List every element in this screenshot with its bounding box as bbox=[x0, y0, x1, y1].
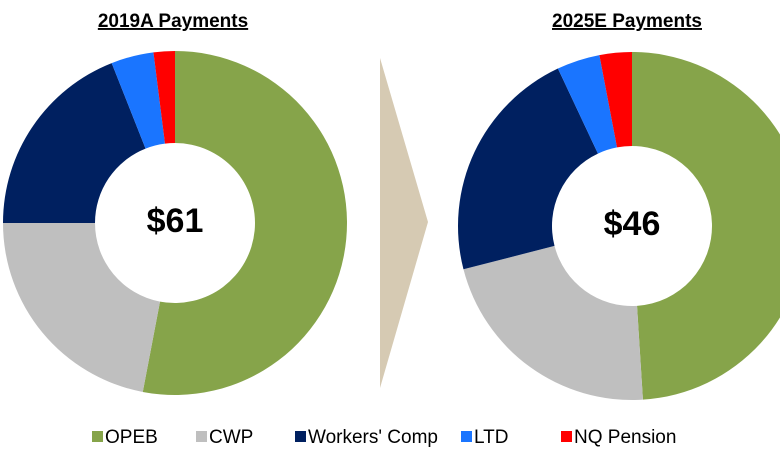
legend-swatch bbox=[461, 431, 472, 442]
donut-slice bbox=[457, 68, 598, 270]
legend-label: Workers' Comp bbox=[308, 427, 438, 448]
donut-slice bbox=[3, 63, 146, 223]
donut-slice bbox=[557, 55, 618, 154]
donut-slice bbox=[3, 223, 161, 392]
legend-swatch bbox=[196, 431, 207, 442]
donut-slice bbox=[142, 51, 348, 395]
donut-slice bbox=[599, 52, 632, 148]
donut-slice bbox=[463, 245, 643, 400]
legend-label: NQ Pension bbox=[574, 427, 676, 448]
legend-swatch bbox=[561, 431, 572, 442]
legend-label: CWP bbox=[209, 427, 253, 448]
transition-arrow bbox=[380, 58, 428, 388]
center-label: $61 bbox=[147, 202, 204, 240]
legend-label: OPEB bbox=[105, 427, 158, 448]
legend-swatch bbox=[295, 431, 306, 442]
legend-swatch bbox=[92, 431, 103, 442]
donut-slice bbox=[632, 52, 780, 400]
chart-title: 2019A Payments bbox=[98, 11, 248, 32]
center-label: $46 bbox=[604, 205, 661, 243]
chart-title: 2025E Payments bbox=[552, 11, 702, 32]
donut-slice bbox=[153, 51, 175, 144]
legend-label: LTD bbox=[474, 427, 508, 448]
donut-slice bbox=[111, 52, 165, 149]
